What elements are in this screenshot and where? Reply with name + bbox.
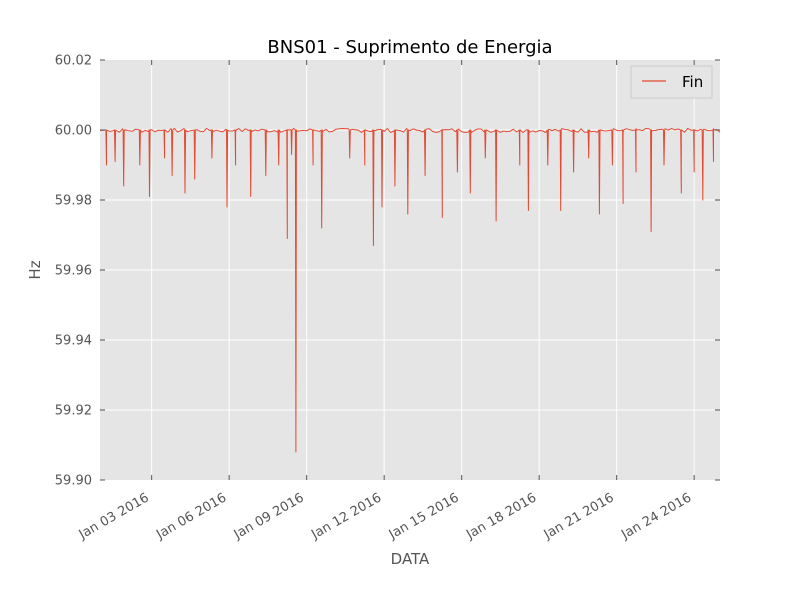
legend-label-fin: Fin: [682, 73, 703, 91]
series-line-fin: [99, 127, 721, 453]
y-tick-label: 59.90: [55, 474, 92, 489]
legend-box: [630, 65, 713, 99]
x-tick-labels: Jan 03 2016 Jan 06 2016 Jan 09 2016 Jan 12 …: [76, 490, 694, 542]
y-tick-label: 60.00: [55, 124, 92, 139]
y-tick-label: 59.92: [55, 404, 92, 419]
x-tick-label: Jan 21 2016: [541, 490, 617, 542]
x-tick-label: Jan 18 2016: [463, 490, 539, 542]
legend: Fin: [630, 65, 713, 99]
grid-lines: [100, 60, 720, 480]
y-tick-label: 59.98: [55, 194, 92, 209]
chart-title: BNS01 - Suprimento de Energia: [267, 37, 552, 58]
x-tick-label: Jan 06 2016: [153, 490, 229, 542]
x-tick-label: Jan 12 2016: [308, 490, 384, 542]
x-tick-label: Jan 03 2016: [76, 490, 152, 542]
y-tick-label: 59.94: [55, 334, 92, 349]
x-tick-label: Jan 24 2016: [618, 490, 694, 542]
x-tick-label: Jan 15 2016: [386, 490, 462, 542]
y-tick-label: 59.96: [55, 264, 92, 279]
axis-ticks: [100, 59, 720, 481]
series-group: [99, 127, 721, 453]
x-axis-label: DATA: [391, 550, 430, 568]
y-axis-label: Hz: [26, 260, 44, 279]
y-tick-labels: 59.90 59.92 59.94 59.96 59.98 60.00 60.02: [55, 54, 92, 489]
y-tick-label: 60.02: [55, 54, 92, 69]
x-tick-label: Jan 09 2016: [231, 490, 307, 542]
